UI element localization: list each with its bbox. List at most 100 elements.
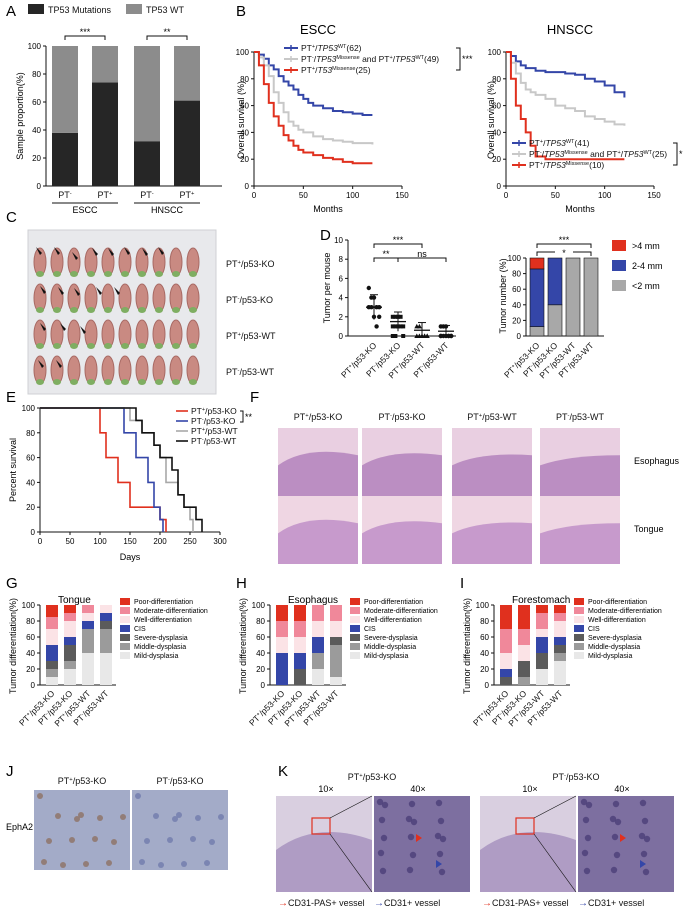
legend-label: PT+/TP53Missense(10)	[529, 160, 604, 170]
tumor-arrow	[74, 288, 80, 296]
cell-nucleus	[640, 850, 648, 858]
tissue-base	[36, 307, 44, 313]
e-x-tick-label: 150	[123, 537, 137, 546]
sig-mark: ***	[393, 235, 404, 245]
tissue-base	[87, 271, 95, 277]
escc-y-tick-label: 80	[240, 75, 249, 84]
tissue-base	[189, 343, 197, 349]
tissue-layer	[480, 832, 576, 892]
d2-y-tick-label: 60	[512, 285, 521, 294]
sig-mark: **	[382, 249, 390, 259]
stacked-bar-segment	[547, 304, 563, 337]
legend-label: CD31+ vessel	[588, 898, 644, 908]
legend-label: Poor-differentiation	[134, 599, 193, 606]
legend-label: CIS	[364, 626, 376, 633]
legend-swatch	[350, 643, 360, 650]
legend-swatch	[120, 643, 130, 650]
cell-nucleus	[643, 835, 651, 843]
stacked-bar-segment	[294, 621, 306, 637]
legend-label: Mild-dysplasia	[134, 653, 178, 660]
ghi0-y-tick-label: 60	[26, 633, 35, 642]
legend-swatch	[350, 607, 360, 614]
sig-mark: **	[163, 27, 171, 37]
tumor-arrow	[124, 247, 130, 255]
e-x-tick-label: 50	[66, 537, 75, 546]
stacked-bar-segment	[46, 661, 58, 669]
escc-x-tick-label: 150	[395, 191, 409, 200]
cell-nucleus	[585, 801, 593, 809]
group-label: HNSCC	[151, 205, 184, 215]
legend-label: Mild-dysplasia	[364, 653, 408, 660]
stacked-bar-segment	[82, 621, 94, 629]
column-label: PT+/p53-KO	[58, 776, 106, 786]
legend-swatch	[574, 652, 584, 659]
stacked-bar-segment	[330, 645, 342, 677]
stacked-bar-segment	[64, 661, 76, 669]
stacked-bar-segment	[276, 653, 288, 685]
sig-bracket	[146, 35, 188, 40]
tissue-base	[53, 307, 61, 313]
magnification-label: 40×	[614, 784, 629, 794]
zoom-box	[515, 817, 535, 835]
vessel-arrow	[416, 834, 422, 842]
group-label: ESCC	[72, 205, 98, 215]
legend-label: PT-/TP53Missense and PT+/TP53WT(25)	[529, 149, 667, 159]
tissue-base	[53, 271, 61, 277]
d2-y-tick-label: 100	[508, 254, 522, 263]
legend-arrow: →	[374, 898, 384, 909]
bar-label: PT+	[98, 190, 114, 200]
tissue-base	[53, 343, 61, 349]
tissue-base	[172, 271, 180, 277]
legend-label: PT-/p53-WT	[191, 436, 236, 446]
panel-letter: K	[278, 763, 288, 780]
legend-label: PT-/TP53Missense and PT+/TP53WT(49)	[301, 54, 439, 64]
tissue-base	[36, 343, 44, 349]
legend-label: Middle-dysplasia	[134, 644, 186, 651]
bar-mutation	[52, 132, 78, 186]
axis-label: Days	[120, 552, 141, 562]
cell-nucleus	[611, 833, 619, 841]
stacked-bar-segment	[294, 669, 306, 685]
cell-nucleus	[144, 838, 150, 844]
cell-nucleus	[176, 812, 182, 818]
legend-label: CD31+ vessel	[384, 898, 440, 908]
sig-bracket	[456, 47, 461, 71]
d2-y-tick-label: 0	[517, 332, 522, 341]
e-y-tick-label: 0	[31, 528, 36, 537]
bar-label: PT-	[140, 190, 154, 200]
cell-nucleus	[69, 837, 75, 843]
bar-label: PT+	[180, 190, 196, 200]
stacked-bar-segment	[536, 653, 548, 669]
cell-nucleus	[584, 834, 592, 842]
legend-label: Mild-dysplasia	[588, 653, 632, 660]
hnscc-y-tick-label: 80	[492, 75, 501, 84]
tissue-layer	[362, 453, 442, 496]
tissue-base	[70, 379, 78, 385]
column-label: PT-/p53-KO	[379, 412, 426, 422]
stacked-bar-segment	[46, 605, 58, 617]
stacked-bar-segment	[583, 257, 599, 337]
legend-arrow: →	[482, 898, 492, 909]
sig-bracket	[536, 243, 592, 248]
d1-y-tick-label: 2	[339, 313, 344, 322]
legend-swatch	[574, 625, 584, 632]
stacked-bar-segment	[46, 669, 58, 677]
chart-title: Forestomach	[512, 595, 570, 606]
stacked-bar-segment	[554, 613, 566, 621]
d2-y-tick-label: 40	[512, 301, 521, 310]
legend-swatch	[120, 607, 130, 614]
sig-mark: ***	[462, 54, 473, 64]
axis-label: Overall survival (%)	[236, 81, 246, 159]
legend-label: Severe-dysplasia	[588, 635, 642, 642]
sig-bracket	[673, 142, 678, 166]
stacked-bar-segment	[536, 605, 548, 613]
legend-swatch	[574, 634, 584, 641]
legend-swatch	[574, 643, 584, 650]
ihc-image	[132, 790, 228, 870]
data-point	[416, 323, 422, 329]
ghi2-y-tick-label: 0	[485, 681, 490, 690]
tumor-arrow	[92, 248, 98, 256]
cell-nucleus	[642, 868, 650, 876]
ghi1-y-tick-label: 20	[256, 665, 265, 674]
